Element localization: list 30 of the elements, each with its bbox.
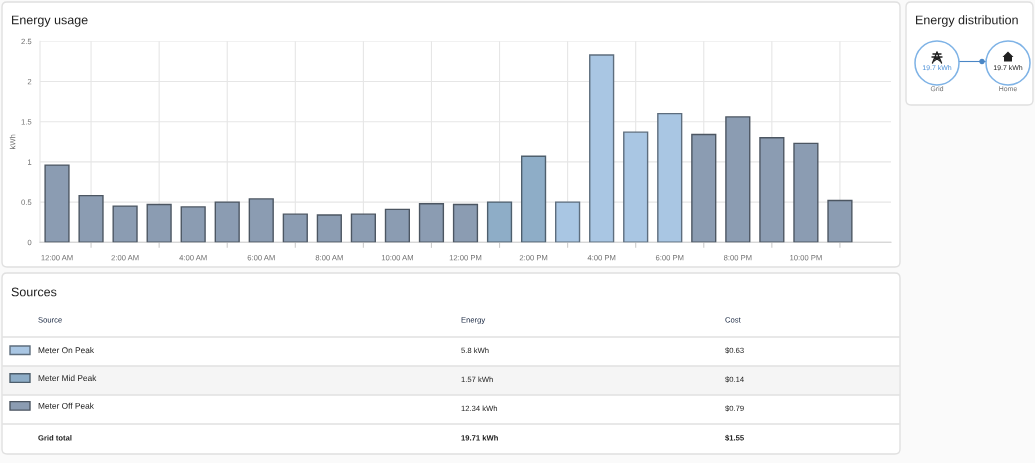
bar (657, 112, 683, 243)
legend-label: Meter On Peak (38, 347, 95, 354)
legend-label: Meter Mid Peak (38, 374, 97, 381)
bar (589, 54, 615, 243)
bar (384, 208, 411, 243)
bar (112, 205, 138, 243)
text: Energy distribution (916, 15, 1018, 27)
bar (78, 194, 104, 243)
bar (827, 199, 853, 243)
bar (44, 164, 70, 243)
bar (418, 203, 445, 243)
bar (350, 213, 376, 243)
chart-title: Energy usage (12, 15, 88, 27)
text: Sources (11, 287, 57, 297)
bar (793, 142, 819, 243)
bar (486, 201, 513, 243)
bar (248, 198, 274, 243)
bar (316, 214, 342, 243)
legend-label: Meter Off Peak (38, 402, 94, 409)
bar (282, 213, 308, 243)
bar (555, 201, 581, 243)
bar (691, 133, 717, 243)
bar (623, 131, 649, 243)
bar (520, 155, 547, 243)
bar (180, 206, 206, 243)
bar (759, 137, 785, 243)
bar (214, 201, 240, 243)
bar (146, 203, 172, 243)
bar (452, 203, 479, 243)
bar (725, 116, 751, 243)
